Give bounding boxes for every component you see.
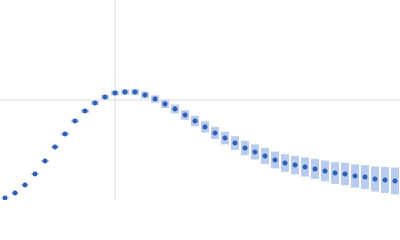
data-point [192, 118, 198, 124]
data-point [162, 101, 168, 107]
data-point [302, 164, 308, 170]
data-point [102, 94, 108, 100]
data-point [292, 162, 298, 168]
data-point [262, 153, 268, 159]
data-point [222, 135, 228, 141]
data-point [172, 106, 178, 112]
page: (() => { const data = JSON.parse(documen… [0, 0, 400, 200]
data-point [92, 100, 98, 106]
data-point [312, 166, 318, 172]
chart [0, 0, 400, 200]
data-point [12, 190, 18, 196]
data-point [132, 89, 138, 95]
data-point [252, 149, 258, 155]
data-point [232, 140, 238, 146]
data-point [332, 170, 338, 176]
data-point [282, 160, 288, 166]
data-point [242, 145, 248, 151]
data-point [392, 178, 398, 184]
data-point [42, 158, 48, 164]
data-point [322, 168, 328, 174]
data-point [22, 182, 28, 188]
data-point [122, 89, 128, 95]
data-point [342, 171, 348, 177]
data-point [272, 157, 278, 163]
data-point [72, 118, 78, 124]
data-point [352, 173, 358, 179]
data-point [202, 124, 208, 130]
data-point [182, 112, 188, 118]
data-point [2, 195, 8, 200]
data-point [372, 176, 378, 182]
data-point [382, 177, 388, 183]
data-point [82, 108, 88, 114]
data-point [362, 174, 368, 180]
data-point [152, 96, 158, 102]
data-point [52, 144, 58, 150]
data-point [212, 130, 218, 136]
data-point [62, 131, 68, 137]
data-point [142, 92, 148, 98]
data-point [112, 90, 118, 96]
data-point [32, 171, 38, 177]
